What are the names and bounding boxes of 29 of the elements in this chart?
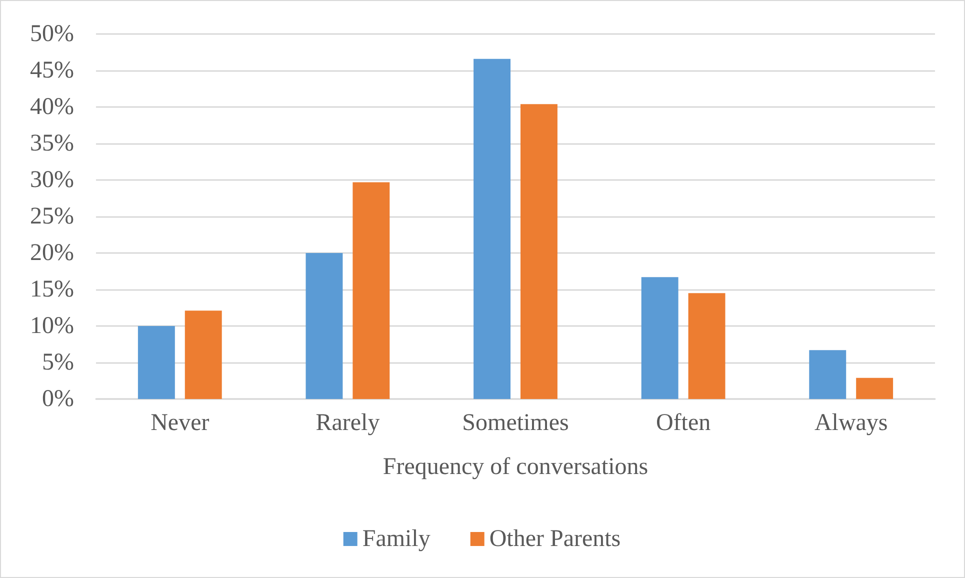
- y-tick-label: 35%: [30, 130, 74, 156]
- x-tick-label: Sometimes: [462, 410, 569, 436]
- x-tick-label: Always: [814, 410, 888, 436]
- bar: [138, 326, 175, 399]
- legend-label: Other Parents: [489, 526, 621, 552]
- legend-label: Family: [362, 526, 430, 552]
- x-tick-label: Never: [150, 410, 210, 436]
- x-tick-label: Rarely: [316, 410, 380, 436]
- bar: [688, 293, 726, 399]
- bar: [352, 182, 390, 399]
- y-tick-label: 0%: [42, 386, 74, 412]
- y-tick-label: 5%: [42, 350, 74, 376]
- bar: [184, 310, 222, 399]
- y-tick-label: 25%: [30, 204, 74, 230]
- y-tick-label: 30%: [30, 167, 74, 193]
- bar: [809, 350, 846, 399]
- bar: [641, 277, 678, 399]
- y-tick-label: 50%: [30, 21, 74, 47]
- y-tick-label: 40%: [30, 94, 74, 120]
- bar: [856, 378, 894, 399]
- bar: [306, 253, 343, 399]
- y-tick-label: 10%: [30, 313, 74, 339]
- bar: [474, 58, 511, 399]
- bar: [520, 104, 558, 399]
- y-tick-label: 15%: [30, 276, 74, 302]
- y-tick-label: 45%: [30, 58, 74, 84]
- y-tick-label: 20%: [30, 240, 74, 266]
- x-axis-title: Frequency of conversations: [382, 454, 648, 480]
- x-tick-label: Often: [656, 410, 711, 436]
